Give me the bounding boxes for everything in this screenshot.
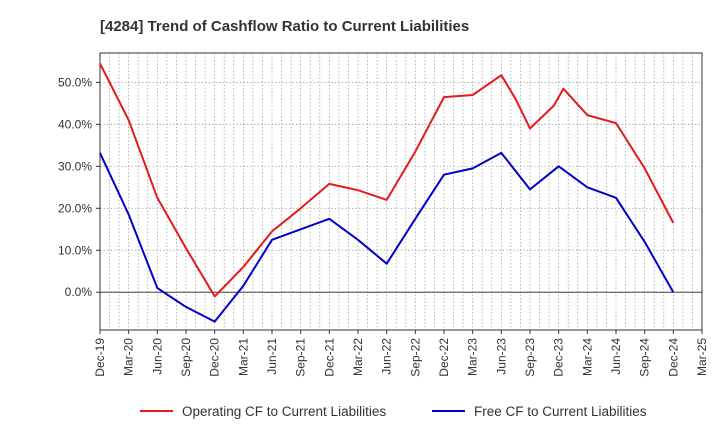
series-line-2 — [99, 151, 675, 323]
x-tick-label: Mar-23 — [466, 338, 480, 376]
x-tick-label: Dec-20 — [208, 338, 222, 377]
y-tick-label: 50.0% — [58, 75, 92, 89]
series-line-1 — [99, 63, 675, 298]
y-axis-ticks: 0.0% 10.0% 20.0% 30.0% 40.0% 50.0% — [58, 75, 100, 299]
chart-title: [4284] Trend of Cashflow Ratio to Curren… — [100, 18, 469, 35]
x-tick-label: Jun-20 — [150, 338, 164, 375]
legend-label-1: Operating CF to Current Liabilities — [182, 404, 386, 419]
y-tick-label: 10.0% — [58, 243, 92, 257]
x-tick-label: Dec-19 — [93, 338, 107, 377]
x-tick-label: Mar-20 — [122, 338, 136, 376]
x-tick-label: Jun-23 — [494, 338, 508, 375]
x-tick-label: Jun-24 — [609, 338, 623, 375]
x-tick-label: Jun-21 — [265, 338, 279, 375]
x-tick-label: Sep-23 — [523, 338, 537, 377]
y-tick-label: 40.0% — [58, 117, 92, 131]
x-tick-label: Mar-22 — [351, 338, 365, 376]
series-lines — [99, 63, 675, 323]
y-tick-label: 0.0% — [65, 285, 93, 299]
x-tick-label: Sep-21 — [294, 338, 308, 377]
plot-area-frame — [99, 52, 703, 331]
x-tick-label: Dec-23 — [552, 338, 566, 377]
x-tick-label: Dec-22 — [437, 338, 451, 377]
legend-label-2: Free CF to Current Liabilities — [474, 404, 647, 419]
x-tick-label: Sep-22 — [408, 338, 422, 377]
x-tick-label: Dec-21 — [322, 338, 336, 377]
x-tick-label: Mar-24 — [580, 338, 594, 376]
legend: Operating CF to Current Liabilities Free … — [140, 404, 647, 419]
x-axis-ticks: Dec-19 Mar-20 Jun-20 Sep-20 Dec-20 Mar-21 Jun-… — [93, 330, 709, 377]
x-tick-label: Mar-21 — [236, 338, 250, 376]
x-tick-label: Sep-20 — [179, 338, 193, 377]
x-tick-label: Mar-25 — [695, 338, 709, 376]
grid-lines — [100, 53, 702, 330]
x-tick-label: Sep-24 — [638, 338, 652, 377]
y-tick-label: 30.0% — [58, 159, 92, 173]
x-tick-label: Dec-24 — [666, 338, 680, 377]
y-tick-label: 20.0% — [58, 201, 92, 215]
x-tick-label: Jun-22 — [380, 338, 394, 375]
